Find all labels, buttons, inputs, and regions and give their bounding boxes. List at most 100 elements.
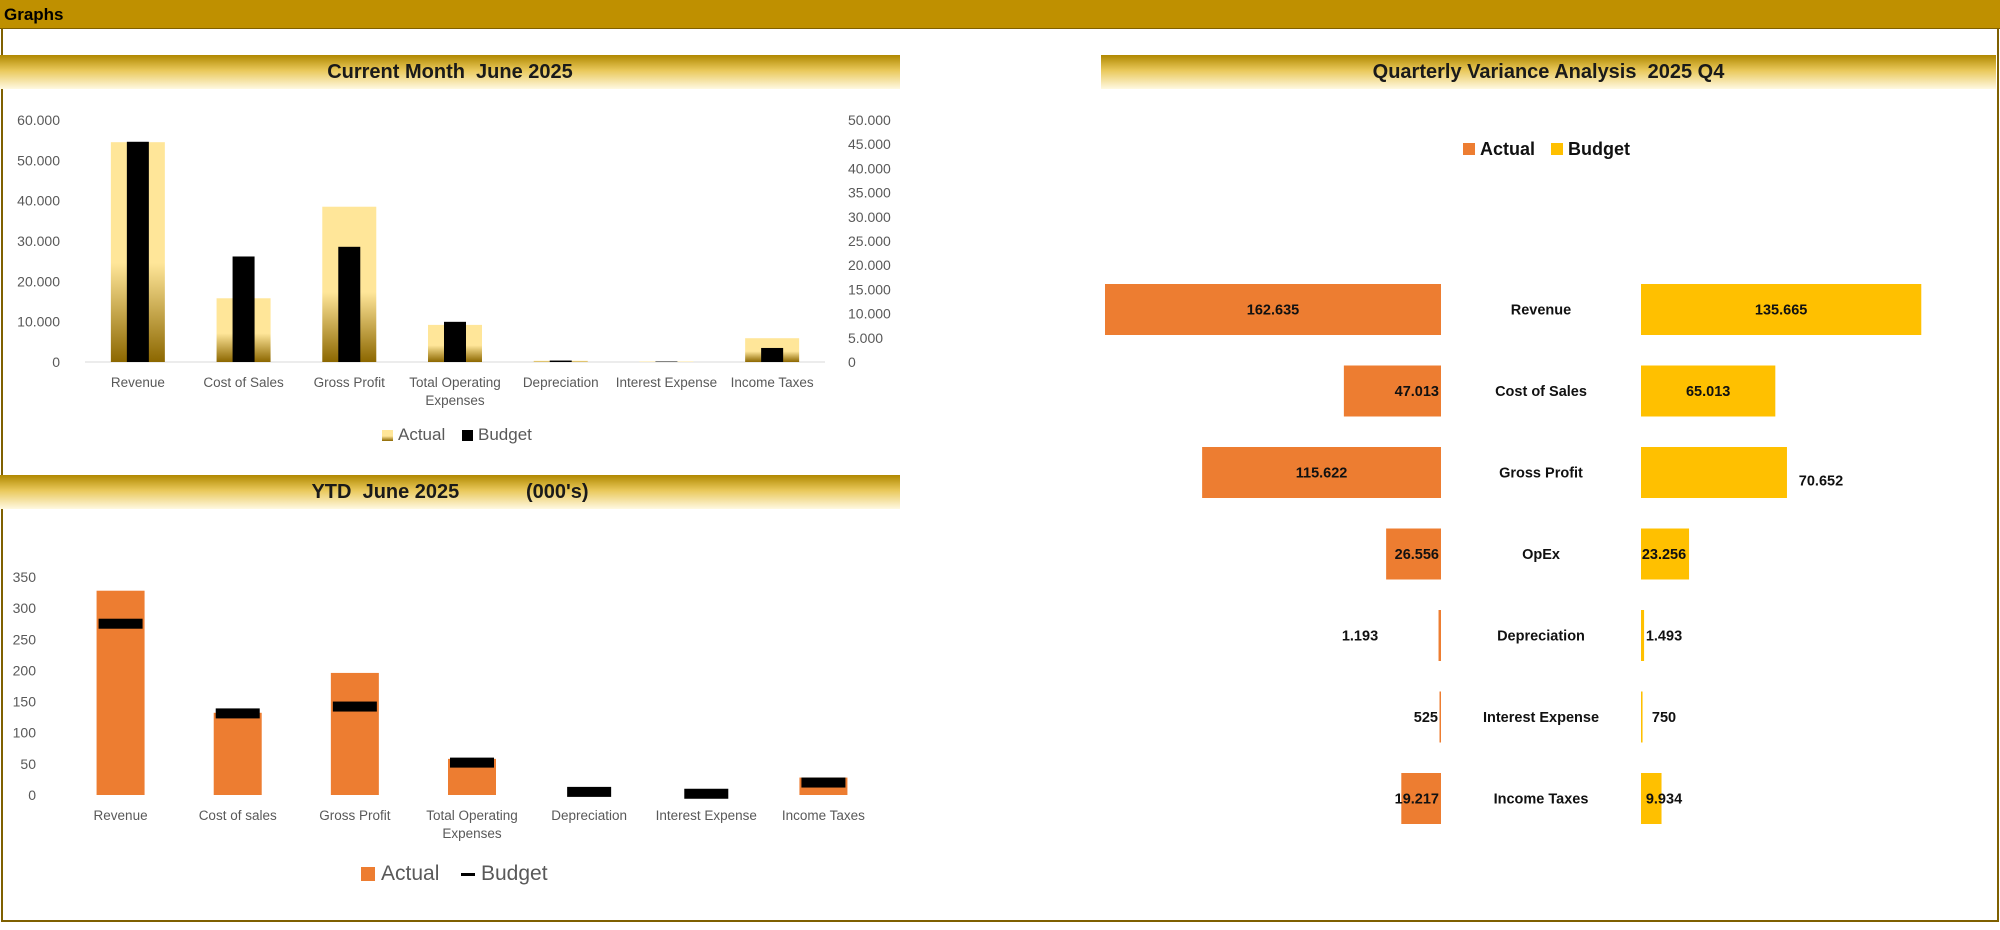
- ytd-chart: 0 50 100 150 200 250 300 350 Revenue Cost of sale…: [13, 569, 866, 885]
- legend: Actual Budget: [1463, 139, 1630, 159]
- legend-swatch-actual: [382, 430, 393, 441]
- category-label-line: Income Taxes: [782, 808, 865, 823]
- actual-value-label: 19.217: [1395, 792, 1439, 808]
- category-label-line: Gross Profit: [319, 808, 391, 823]
- budget-bar: [232, 256, 255, 362]
- category-label-line: Expenses: [425, 393, 485, 408]
- category-label-line: Interest Expense: [656, 808, 757, 823]
- category-label: Gross Profit: [1499, 466, 1583, 482]
- category-label-line: Cost of sales: [199, 808, 277, 823]
- y-tick-label: 0: [28, 787, 36, 803]
- budget-bar: [1641, 284, 1922, 335]
- y-right-tick-label: 0: [848, 354, 856, 370]
- y-left-tick-label: 20.000: [17, 273, 60, 289]
- y-tick-label: 300: [13, 600, 37, 616]
- legend-label-actual: Actual: [398, 425, 445, 444]
- legend-swatch-budget: [462, 430, 473, 441]
- category-label: Gross Profit: [319, 808, 391, 823]
- legend: Actual Budget: [361, 862, 548, 885]
- legend-label-budget: Budget: [481, 862, 548, 885]
- budget-value-label: 65.013: [1686, 384, 1730, 400]
- y-right-tick-label: 5.000: [848, 330, 883, 346]
- actual-bar: [1401, 773, 1441, 824]
- budget-value-label: 750: [1652, 710, 1676, 726]
- budget-value-label: 23.256: [1642, 547, 1686, 563]
- category-label: Interest Expense: [1483, 710, 1599, 726]
- actual-bar: [1438, 610, 1441, 661]
- y-right-tick-label: 25.000: [848, 233, 891, 249]
- y-tick-label: 200: [13, 662, 37, 678]
- actual-value-label: 525: [1414, 710, 1438, 726]
- category-label: Income Taxes: [731, 375, 814, 390]
- y-right-tick-label: 50.000: [848, 112, 891, 128]
- category-label: Total Operating Expenses: [409, 375, 501, 408]
- category-label: Depreciation: [551, 808, 627, 823]
- category-label: Cost of Sales: [1495, 384, 1587, 400]
- actual-bar: [330, 672, 379, 795]
- y-tick-label: 150: [13, 694, 37, 710]
- actual-bar: [1105, 284, 1441, 335]
- category-label: Revenue: [111, 375, 165, 390]
- category-label-line: Income Taxes: [731, 375, 814, 390]
- category-label: Income Taxes: [782, 808, 865, 823]
- budget-bar: [126, 141, 149, 362]
- actual-value-label: 162.635: [1247, 303, 1299, 319]
- y-right-tick-label: 20.000: [848, 257, 891, 273]
- budget-marker: [332, 701, 377, 712]
- actual-value-label: 47.013: [1395, 384, 1439, 400]
- legend-label-actual: Actual: [1480, 139, 1535, 159]
- category-label-line: Total Operating: [409, 375, 501, 390]
- budget-bar: [1641, 528, 1690, 580]
- y-right-tick-label: 10.000: [848, 306, 891, 322]
- actual-bar: [1386, 528, 1441, 580]
- budget-bar: [549, 360, 572, 362]
- budget-value-label: 1.493: [1646, 629, 1682, 645]
- y-tick-label: 250: [13, 631, 37, 647]
- y-left-tick-label: 10.000: [17, 314, 60, 330]
- budget-marker: [450, 757, 494, 768]
- legend: Actual Budget: [382, 425, 532, 444]
- actual-bar: [1343, 365, 1441, 417]
- quarterly-variance-chart: Actual Budget Revenue 162.635 135.665 Cost of…: [1105, 139, 1922, 824]
- category-label: Gross Profit: [314, 375, 386, 390]
- category-label-line: Total Operating: [426, 808, 518, 823]
- y-left-tick-label: 40.000: [17, 193, 60, 209]
- budget-bar: [1641, 773, 1662, 824]
- budget-marker: [567, 786, 612, 797]
- variance-header: Quarterly Variance Analysis 2025 Q4: [1101, 55, 1996, 89]
- budget-bar: [1641, 365, 1776, 417]
- category-label: Depreciation: [523, 375, 599, 390]
- current-month-header: Current Month June 2025: [0, 55, 900, 89]
- y-right-tick-label: 40.000: [848, 160, 891, 176]
- y-left-tick-label: 0: [52, 354, 60, 370]
- y-right-tick-label: 30.000: [848, 209, 891, 225]
- current-month-chart: 0 10.000 20.000 30.000 40.000 50.000 60.000 0 5.…: [17, 112, 891, 444]
- category-label: Depreciation: [1497, 629, 1585, 645]
- y-right-tick-label: 35.000: [848, 185, 891, 201]
- page-title: Graphs: [4, 5, 64, 24]
- budget-marker: [801, 777, 846, 788]
- budget-bar: [444, 321, 466, 362]
- budget-value-label: 9.934: [1646, 792, 1682, 808]
- category-label-line: Gross Profit: [314, 375, 386, 390]
- budget-marker: [98, 618, 143, 629]
- actual-bar: [1439, 691, 1441, 743]
- category-label: Cost of Sales: [203, 375, 284, 390]
- budget-marker: [215, 708, 260, 719]
- y-left-tick-label: 30.000: [17, 233, 60, 249]
- budget-value-label: 135.665: [1755, 303, 1807, 319]
- y-left-tick-label: 60.000: [17, 112, 60, 128]
- category-label: Revenue: [1511, 303, 1571, 319]
- y-tick-label: 100: [13, 725, 37, 741]
- category-label: Revenue: [94, 808, 148, 823]
- y-left-tick-label: 50.000: [17, 152, 60, 168]
- y-tick-label: 350: [13, 569, 37, 585]
- y-right-tick-label: 15.000: [848, 281, 891, 297]
- category-label: OpEx: [1522, 547, 1560, 563]
- legend-label-budget: Budget: [1568, 139, 1630, 159]
- actual-value-label: 26.556: [1395, 547, 1439, 563]
- legend-swatch-actual: [361, 867, 375, 881]
- y-tick-label: 50: [20, 756, 36, 772]
- legend-label-actual: Actual: [381, 862, 439, 885]
- category-label: Interest Expense: [616, 375, 717, 390]
